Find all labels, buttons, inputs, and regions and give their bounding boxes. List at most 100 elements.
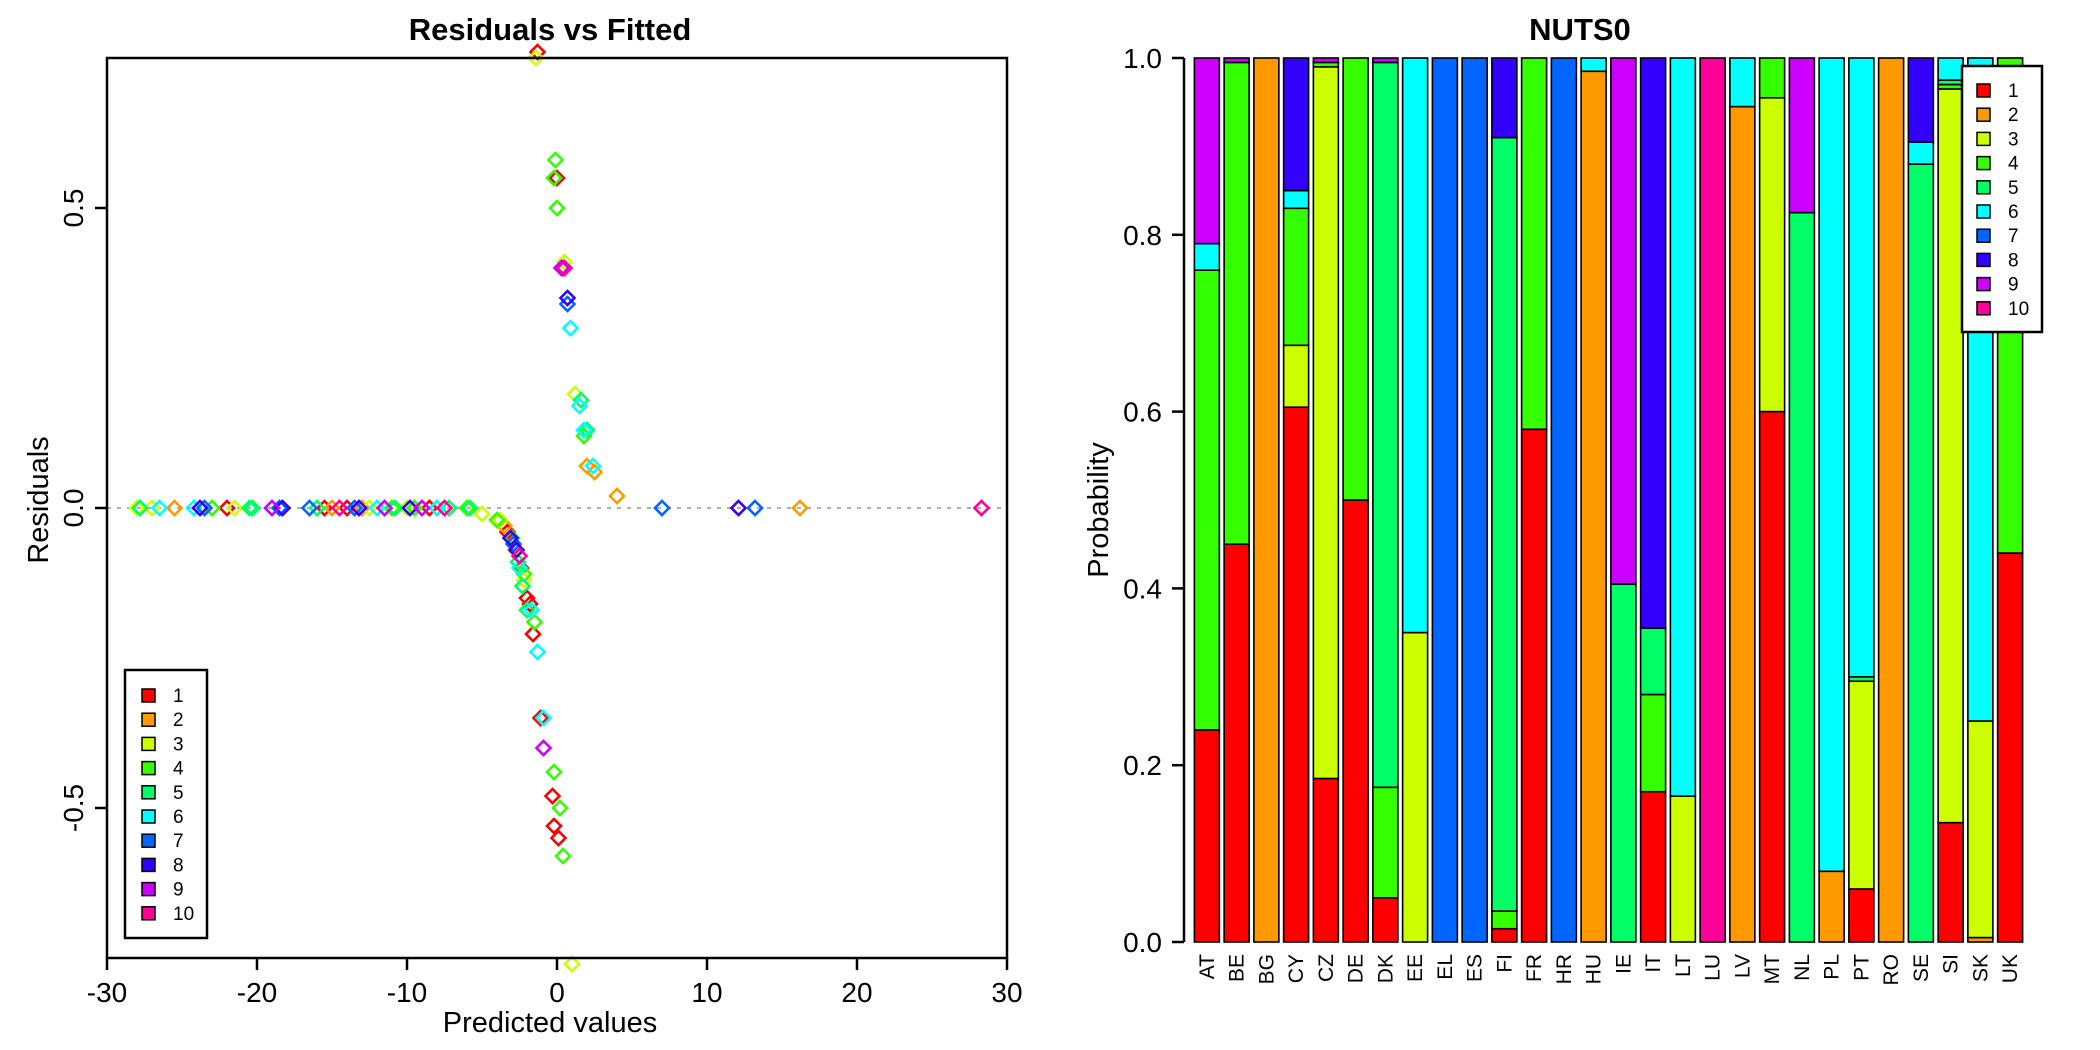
scatter-point	[558, 289, 577, 307]
scatter-point	[150, 499, 169, 517]
bar-segment	[1491, 910, 1518, 930]
scatter-point	[584, 457, 602, 475]
bar-segment	[1758, 410, 1786, 943]
bar-legend-swatch	[1976, 301, 1991, 316]
scatter-point	[608, 487, 626, 505]
scatter-point	[548, 169, 566, 187]
scatter-point	[491, 511, 509, 529]
scatter-legend-label: 10	[173, 904, 194, 925]
bar-legend-swatch	[1976, 228, 1991, 243]
scatter-legend-label: 9	[173, 880, 184, 901]
category-label: LU	[1702, 954, 1725, 981]
x-tick-label: -20	[237, 977, 277, 1008]
bar-legend-swatch	[1976, 107, 1991, 122]
category-label: SI	[1940, 954, 1963, 974]
bar-y-tick-label: 0.4	[1123, 573, 1162, 604]
bar-segment	[1848, 888, 1875, 943]
bar-segment	[1431, 57, 1459, 943]
bar-segment	[1491, 57, 1518, 139]
category-label: ES	[1464, 954, 1487, 982]
category-label: FI	[1493, 954, 1516, 973]
category-label: IT	[1642, 954, 1665, 973]
scatter-point	[525, 613, 544, 631]
scatter-point	[488, 511, 506, 529]
scatter-legend-swatch	[141, 857, 156, 873]
category-label: AT	[1196, 954, 1219, 979]
bar-legend-label: 10	[2008, 299, 2029, 320]
bar-segment	[1729, 57, 1756, 108]
bar-title: NUTS0	[1529, 12, 1631, 47]
x-tick-label: -10	[387, 977, 427, 1008]
category-label: CZ	[1315, 954, 1338, 982]
bar-segment	[1223, 57, 1250, 64]
scatter-point	[575, 421, 593, 439]
scatter-legend-swatch	[141, 809, 156, 824]
category-label: HU	[1583, 954, 1606, 984]
category-label: BG	[1255, 954, 1278, 984]
scatter-legend-label: 5	[173, 783, 184, 804]
bar-segment	[1818, 870, 1845, 943]
scatter-legend-label: 7	[173, 831, 184, 852]
category-label: IE	[1612, 954, 1635, 974]
bar-legend-swatch	[1976, 155, 1991, 171]
scatter-point	[131, 499, 149, 517]
bar-segment	[1996, 552, 2024, 943]
bar-legend-label: 3	[2008, 129, 2019, 150]
bar-segment	[1193, 57, 1221, 245]
scatter-point	[534, 709, 553, 727]
bar-segment	[1907, 141, 1935, 165]
bar-segment	[1193, 729, 1221, 943]
scatter-point	[555, 259, 574, 277]
scatter-legend-swatch	[141, 736, 156, 752]
bar-legend-swatch	[1976, 276, 1991, 292]
bar-segment	[1937, 821, 1964, 943]
bar-segment	[1491, 927, 1518, 943]
scatter-point	[507, 541, 526, 559]
bar-y-tick-label: 1.0	[1123, 43, 1162, 74]
bar-segment	[1580, 57, 1607, 73]
scatter-point	[350, 499, 368, 517]
bar-segment	[1639, 627, 1667, 696]
bar-segment	[1520, 57, 1548, 431]
category-label: DK	[1374, 954, 1397, 983]
scatter-axes: -30 -20 -10 0 10 20 30 -0.5 0.0 0.5	[58, 56, 1023, 1008]
category-label: DE	[1345, 954, 1368, 983]
category-label: PT	[1850, 954, 1873, 981]
scatter-point	[570, 397, 589, 415]
scatter-point	[545, 817, 563, 835]
bar-legend-label: 2	[2008, 105, 2019, 126]
scatter-legend-box	[123, 668, 209, 940]
scatter-point	[461, 499, 479, 517]
bar-segment	[1253, 57, 1280, 943]
scatter-point	[653, 499, 671, 517]
x-tick-label: 10	[691, 977, 722, 1008]
bar-legend-swatch	[1976, 180, 1991, 195]
bar-legend-label: 9	[2008, 275, 2019, 296]
bar-segment	[1282, 57, 1310, 192]
bar-segment	[1907, 163, 1935, 943]
bar-segment	[1610, 57, 1637, 585]
bar-segment	[1639, 693, 1667, 793]
bar-segment	[1580, 70, 1607, 943]
scatter-point	[243, 499, 262, 517]
scatter-point	[401, 499, 419, 517]
scatter-point	[128, 499, 146, 517]
category-label: EE	[1404, 954, 1427, 982]
bar-segment	[1282, 406, 1310, 943]
category-label: FR	[1523, 954, 1546, 982]
bar-segment	[1193, 269, 1221, 731]
bar-segment	[1818, 57, 1845, 873]
category-label: MT	[1761, 954, 1784, 984]
category-label: BE	[1226, 954, 1249, 982]
bar-segment	[1788, 57, 1816, 214]
bar-segment	[1401, 57, 1429, 634]
scatter-point	[522, 601, 541, 619]
bar-segment	[1639, 57, 1667, 629]
bar-segment	[1877, 57, 1905, 943]
bar-y-tick-label: 0.2	[1123, 750, 1162, 781]
scatter-legend-label: 3	[173, 734, 184, 755]
bar-segment	[1937, 57, 1964, 81]
bar-segment	[1967, 720, 1994, 939]
bar-legend-label: 7	[2008, 226, 2019, 247]
bar-axes: 0.0 0.2 0.4 0.6 0.8 1.0	[1123, 43, 1186, 958]
